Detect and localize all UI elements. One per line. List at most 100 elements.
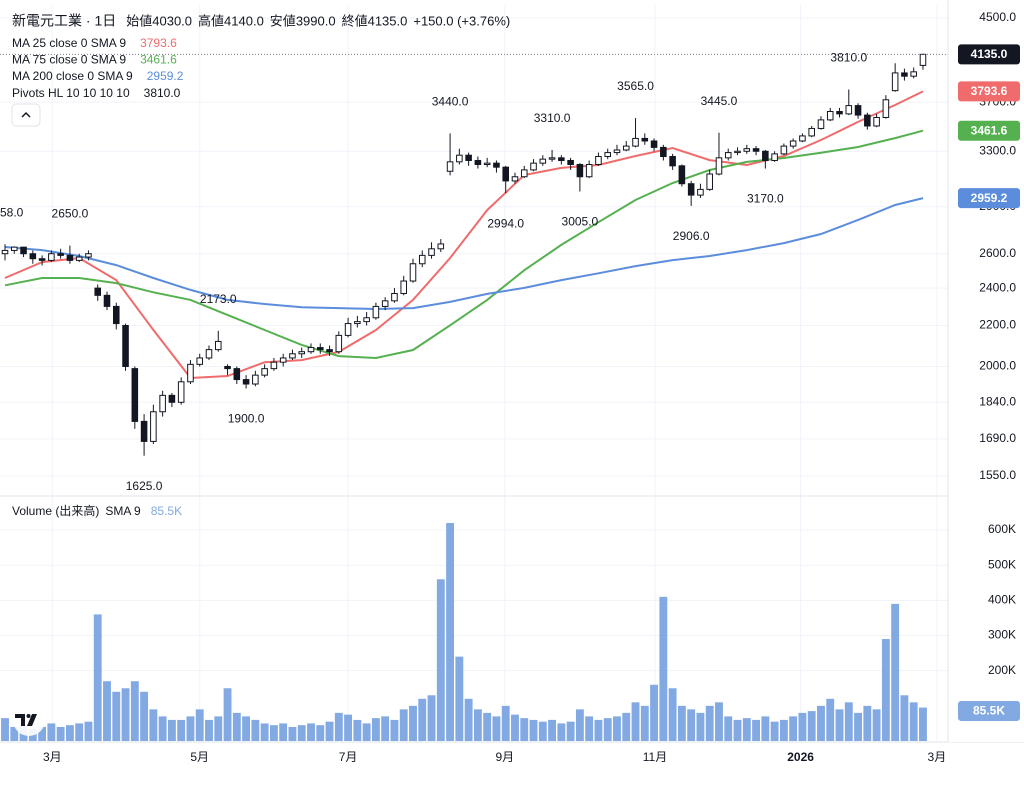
candle-body (576, 163, 584, 178)
candle-body (279, 357, 287, 363)
candle-body (799, 135, 806, 142)
volume-bar (733, 719, 742, 741)
logo[interactable] (13, 704, 45, 736)
candle-body (187, 363, 194, 383)
x-tick-label: 7月 (339, 750, 358, 764)
ohlc-value: 4140.0 (224, 13, 264, 28)
logo-mark (15, 714, 37, 726)
y-tick-label: 2600.0 (979, 246, 1016, 260)
volume-bar (881, 639, 890, 741)
logo-badge (13, 704, 45, 736)
volume-bar (260, 723, 269, 741)
candle-body (780, 145, 788, 155)
candle-body (391, 293, 398, 302)
volume-bar (891, 603, 900, 741)
candle-body (650, 140, 658, 148)
volume-bar (715, 702, 723, 741)
x-tick-label: 11月 (643, 750, 667, 764)
candle-body (103, 294, 111, 307)
candle-body (567, 159, 574, 165)
volume-tick-label: 300K (988, 628, 1016, 642)
pivot-label: 3810.0 (830, 51, 867, 65)
pivot-label: 3170.0 (747, 192, 784, 206)
candle-body (845, 105, 853, 115)
candle-body (316, 347, 324, 351)
pivots-value: 3810.0 (144, 86, 181, 100)
y-tick-label: 1690.0 (979, 431, 1016, 445)
volume-bar (817, 705, 825, 741)
candle-body (122, 325, 129, 367)
volume-bar (65, 725, 74, 741)
x-tick-label: 3月 (928, 750, 947, 764)
volume-bar (84, 721, 93, 741)
volume-bar (269, 725, 278, 741)
candle-body (660, 146, 667, 158)
candle-body (789, 140, 797, 147)
volume-bar (409, 705, 417, 741)
volume-bar (548, 719, 557, 741)
volume-tick-label: 600K (988, 522, 1016, 536)
volume-bar (418, 698, 427, 741)
candle-body (289, 353, 296, 359)
pivot-label: 1900.0 (228, 412, 265, 426)
collapse-button[interactable] (11, 103, 41, 127)
volume-bar (872, 709, 881, 741)
price-tag (958, 188, 1020, 209)
candle-body (437, 243, 445, 250)
volume-bar (140, 691, 149, 741)
ma-name: MA 25 close 0 SMA 9 (12, 36, 126, 50)
volume-bar (399, 709, 408, 741)
candle-body (734, 150, 741, 154)
candle-body (743, 148, 751, 152)
volume-bar (251, 719, 260, 741)
volume-bar (622, 712, 631, 741)
x-tick-label: 2026 (787, 750, 814, 764)
volume-bar (121, 688, 130, 741)
candle-body (465, 154, 472, 161)
y-tick-label: 2000.0 (979, 359, 1016, 373)
candle-body (196, 357, 204, 365)
candle-body (66, 254, 74, 261)
volume-bar (205, 719, 213, 741)
ohlc-value: 4135.0 (368, 13, 408, 28)
x-tick-label: 9月 (495, 750, 514, 764)
candle-body (891, 72, 899, 92)
ohlc-name: 安値 (270, 13, 296, 28)
volume-bar (909, 702, 918, 741)
candle-body (270, 361, 278, 370)
volume-bar (112, 691, 121, 741)
volume-bar (863, 705, 872, 741)
candle-body (214, 340, 222, 351)
candle-body (418, 254, 426, 265)
ma-name: MA 200 close 0 SMA 9 (12, 69, 133, 83)
volume-bar (214, 716, 223, 741)
candle-body (242, 379, 250, 385)
volume-bar (687, 709, 696, 741)
volume-bar (789, 716, 798, 741)
candle-body (604, 152, 611, 158)
volume-bar (742, 718, 751, 741)
candle-body (94, 287, 102, 296)
volume-bar (1, 718, 9, 741)
candle-body (20, 246, 27, 255)
candle-body (233, 368, 241, 381)
volume-bar (344, 714, 353, 741)
volume-bar (798, 712, 807, 741)
volume-bar (668, 688, 677, 741)
candle-body (446, 161, 454, 172)
candle-body (873, 116, 880, 127)
volume-bar (631, 702, 640, 741)
candle-body (724, 152, 732, 159)
candle-body (687, 183, 695, 196)
candle-body (381, 300, 389, 307)
price-tag (958, 700, 1020, 721)
volume-bar (371, 718, 380, 741)
volume-bar (316, 725, 325, 741)
volume-bar (455, 656, 464, 741)
price-tag-label: 2959.2 (971, 191, 1008, 205)
candle-body (882, 99, 890, 118)
volume-bar (705, 705, 714, 741)
volume-bar (900, 695, 909, 741)
price-tag (958, 44, 1020, 65)
